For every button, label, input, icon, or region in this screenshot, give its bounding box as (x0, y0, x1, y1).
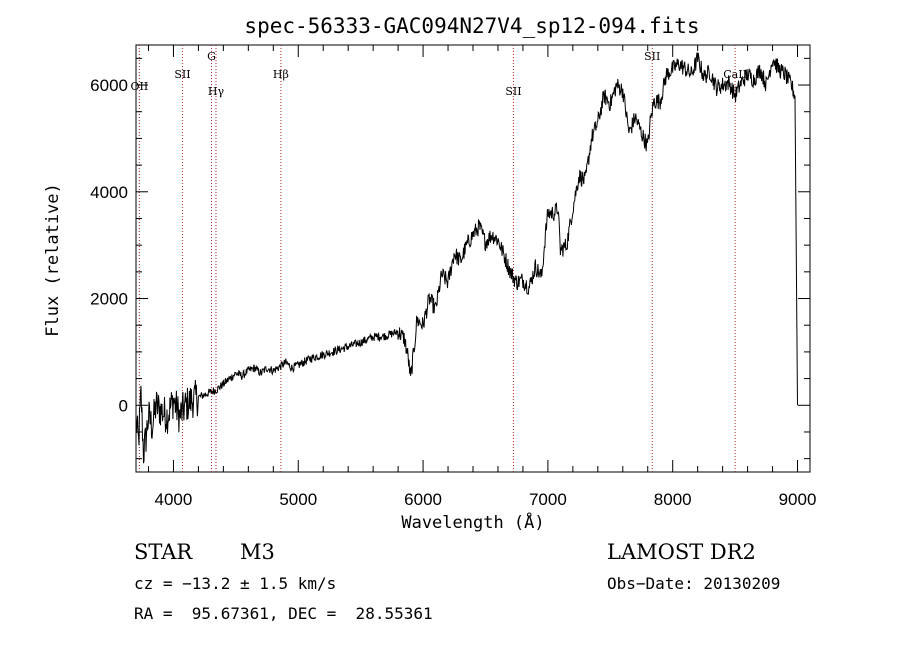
object-subclass: M3 (240, 540, 275, 564)
survey-name: LAMOST DR2 (607, 540, 756, 564)
object-class: STAR (134, 540, 193, 564)
line-marker-label: SII (505, 85, 521, 98)
line-marker-label: G (207, 50, 216, 63)
line-marker-label: SII (174, 68, 190, 81)
line-marker-label: SII (644, 50, 660, 63)
plot-frame (135, 44, 811, 473)
line-marker-label: Hβ (273, 68, 289, 81)
line-marker-label: OII (131, 80, 149, 93)
x-tick-label: 6000 (404, 490, 442, 509)
x-tick-label: 5000 (279, 490, 317, 509)
y-axis-label: Flux (relative) (43, 183, 63, 337)
axis-ticks: 4000 5000 6000 7000 8000 9000 0 2000 4000 6000 (90, 45, 816, 509)
x-tick-label: 9000 (779, 490, 817, 509)
line-marker-label: Hγ (208, 85, 225, 98)
sky-coordinates: RA = 95.67361, DEC = 28.55361 (134, 604, 433, 623)
x-tick-label: 8000 (654, 490, 692, 509)
redshift-velocity: cz = −13.2 ± 1.5 km/s (134, 574, 337, 593)
chart-title: spec-56333-GAC094N27V4_sp12-094.fits (244, 14, 699, 38)
y-tick-label: 2000 (90, 290, 128, 309)
x-tick-label: 4000 (155, 490, 193, 509)
y-tick-label: 0 (119, 396, 128, 415)
y-tick-label: 4000 (90, 183, 128, 202)
x-axis-label: Wavelength (Å) (401, 511, 544, 533)
x-tick-label: 7000 (529, 490, 567, 509)
observation-date: Obs−Date: 20130209 (607, 574, 781, 593)
spectrum-line (135, 52, 798, 464)
y-tick-label: 6000 (90, 76, 128, 95)
